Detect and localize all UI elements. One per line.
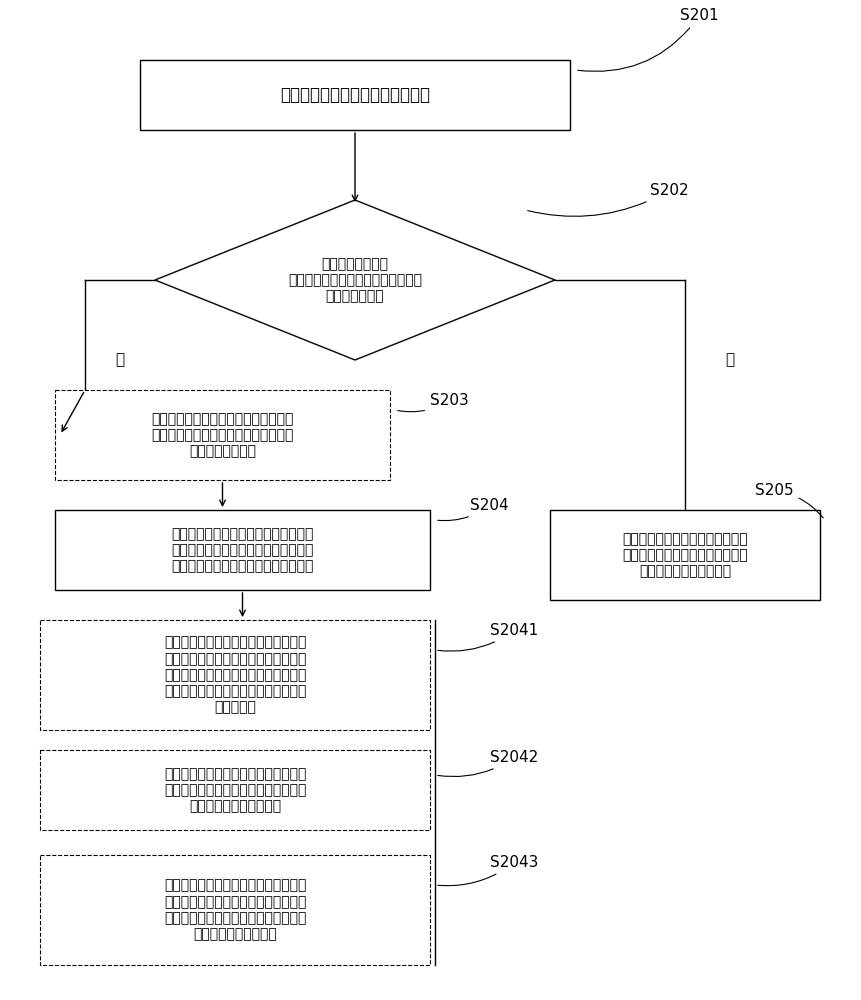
- Polygon shape: [155, 200, 554, 360]
- Text: S2043: S2043: [437, 855, 538, 886]
- Text: 否: 否: [725, 353, 734, 367]
- FancyBboxPatch shape: [549, 510, 819, 600]
- FancyBboxPatch shape: [139, 60, 569, 130]
- Text: 当接收到所述移动终端返回的所述终端
工作状态为待机状态，且所述电池电量
大于预设电量时，根据预设温度范围与
预设电流的对应表减小所述适配器输出
的充电电流: 当接收到所述移动终端返回的所述终端 工作状态为待机状态，且所述电池电量 大于预设…: [164, 636, 306, 714]
- Text: 当接收到所述移动终端返回的所述终端
工作状态为非待机状态时，维持所述适
配器当前输出的充电电流: 当接收到所述移动终端返回的所述终端 工作状态为非待机状态时，维持所述适 配器当前…: [164, 767, 306, 813]
- Text: S2042: S2042: [437, 750, 537, 777]
- Text: S202: S202: [527, 183, 688, 216]
- Text: S2041: S2041: [437, 623, 537, 651]
- FancyBboxPatch shape: [40, 620, 430, 730]
- Text: 检测适配器内多个发热源的温度值: 检测适配器内多个发热源的温度值: [280, 86, 430, 104]
- FancyBboxPatch shape: [40, 750, 430, 830]
- Text: 当接收到所述移动终端返回的所述终端
工作状态为待机状态，且所述电池电量
小于或等于预设电量时，维持所述适配
器当前输出的充电电流: 当接收到所述移动终端返回的所述终端 工作状态为待机状态，且所述电池电量 小于或等…: [164, 879, 306, 941]
- Text: 判断所述多个发热
源的温度值中的最高温度值是否达到
第一预设温度值: 判断所述多个发热 源的温度值中的最高温度值是否达到 第一预设温度值: [288, 257, 422, 303]
- Text: S203: S203: [397, 393, 468, 412]
- Text: S204: S204: [437, 498, 508, 521]
- Text: S201: S201: [577, 8, 718, 71]
- Text: 根据所述移动终端返回的检测结果，以
及预设温度范围与预设充电电流的对应
表对应调整所述适配器输出的充电电流: 根据所述移动终端返回的检测结果，以 及预设温度范围与预设充电电流的对应 表对应调…: [171, 527, 313, 573]
- Text: 向移动终端发送检测终端工作状态是否
处于待机状态以及检测电池电量是否大
于预设电量的指令: 向移动终端发送检测终端工作状态是否 处于待机状态以及检测电池电量是否大 于预设电…: [152, 412, 294, 458]
- FancyBboxPatch shape: [40, 855, 430, 965]
- Text: S205: S205: [754, 483, 822, 518]
- FancyBboxPatch shape: [55, 510, 430, 590]
- Text: 是: 是: [115, 353, 125, 367]
- FancyBboxPatch shape: [55, 390, 389, 480]
- Text: 根据所述适配器的预设温度范围与
预设充电电流的对应表对应调整所
述适配器输出的充电电流: 根据所述适配器的预设温度范围与 预设充电电流的对应表对应调整所 述适配器输出的充…: [622, 532, 747, 578]
